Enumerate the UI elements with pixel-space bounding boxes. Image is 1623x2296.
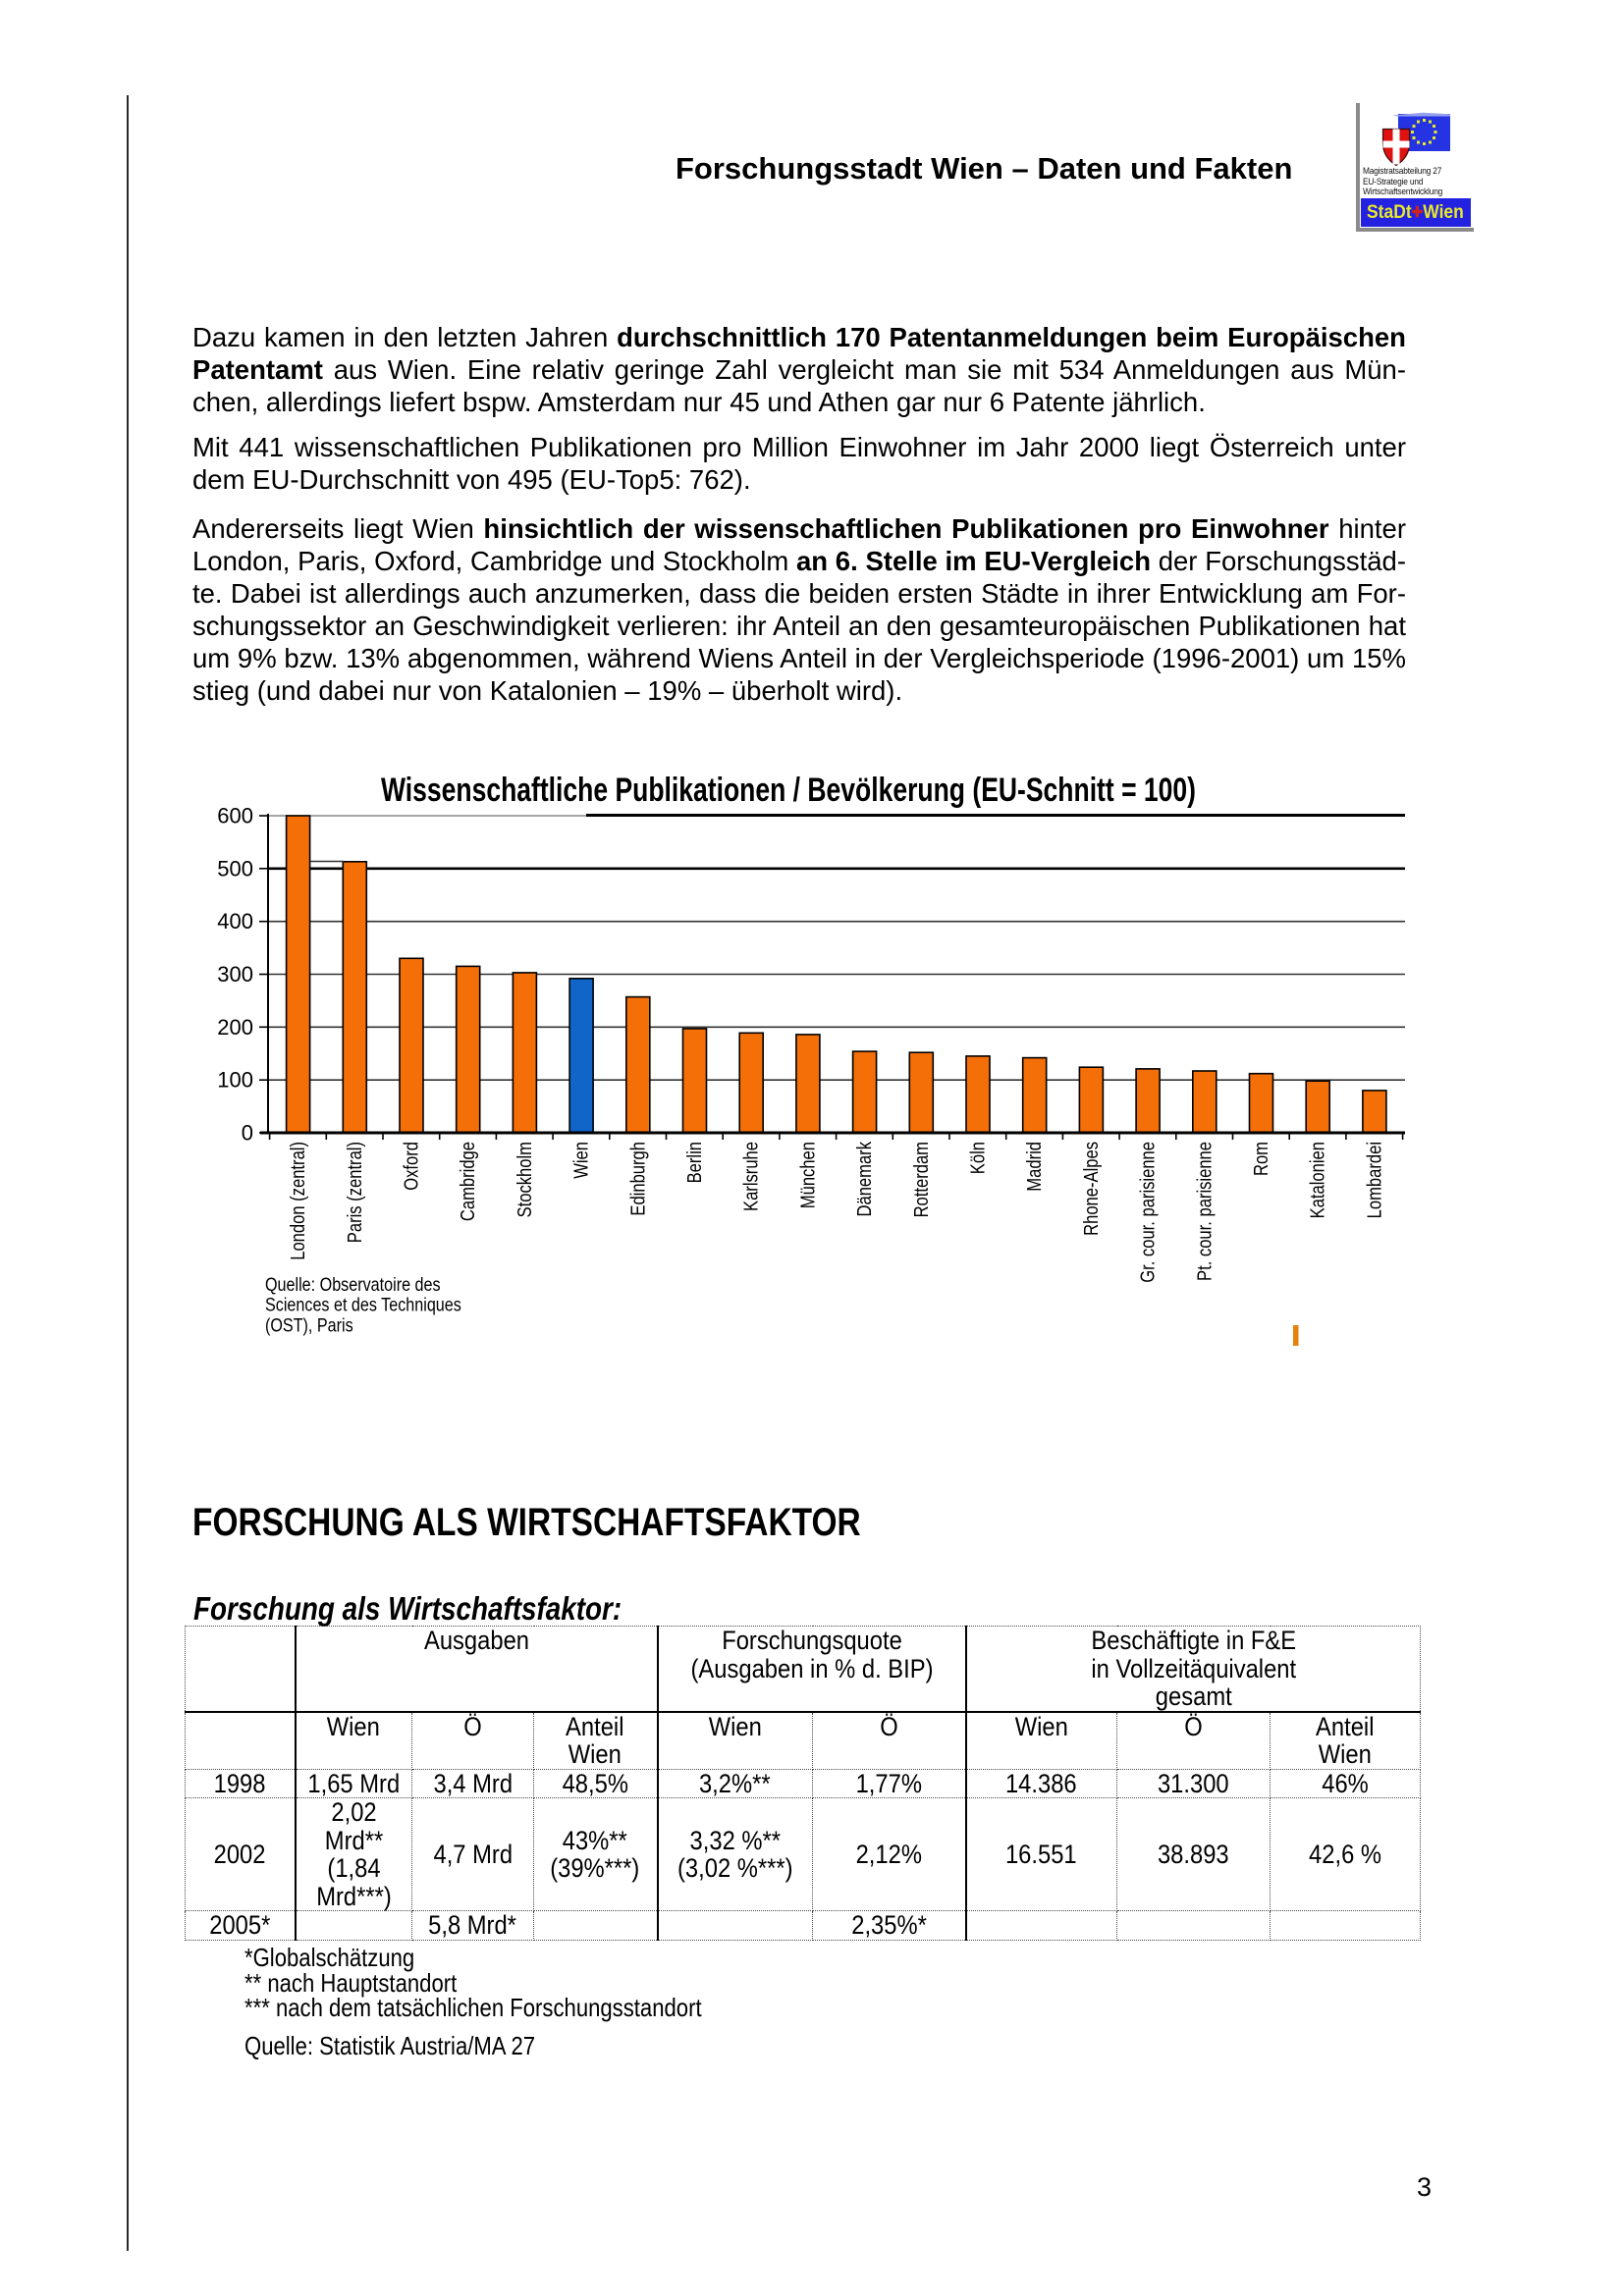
svg-text:0: 0	[242, 1121, 253, 1146]
svg-text:Edinburgh: Edinburgh	[626, 1142, 649, 1216]
svg-text:Dänemark: Dänemark	[853, 1141, 876, 1216]
svg-text:Stockholm: Stockholm	[513, 1142, 535, 1217]
svg-text:Madrid: Madrid	[1023, 1142, 1046, 1192]
svg-text:Rotterdam: Rotterdam	[909, 1142, 932, 1217]
svg-text:Rom: Rom	[1250, 1142, 1272, 1176]
svg-text:Karlsruhe: Karlsruhe	[739, 1142, 762, 1211]
svg-text:600: 600	[217, 804, 253, 828]
svg-text:Cambridge: Cambridge	[457, 1142, 479, 1221]
svg-text:Paris (zentral): Paris (zentral)	[343, 1142, 365, 1243]
svg-text:(OST), Paris: (OST), Paris	[265, 1314, 353, 1336]
svg-text:Quelle: Observatoire des: Quelle: Observatoire des	[265, 1274, 441, 1296]
svg-text:London (zentral): London (zentral)	[287, 1142, 309, 1260]
svg-text:Wien: Wien	[569, 1142, 592, 1179]
svg-text:400: 400	[217, 909, 253, 934]
svg-text:Gr. cour. parisienne: Gr. cour. parisienne	[1136, 1142, 1159, 1283]
svg-text:200: 200	[217, 1015, 253, 1040]
svg-text:Berlin: Berlin	[683, 1142, 706, 1183]
svg-text:Lombardei: Lombardei	[1363, 1142, 1385, 1218]
svg-text:Sciences et des Techniques: Sciences et des Techniques	[265, 1294, 461, 1315]
svg-text:Wissenschaftliche Publikatione: Wissenschaftliche Publikationen / Bevölk…	[381, 772, 1196, 809]
svg-text:Köln: Köln	[966, 1142, 989, 1174]
svg-text:Pt. cour. parisienne: Pt. cour. parisienne	[1193, 1142, 1216, 1281]
svg-text:Oxford: Oxford	[400, 1142, 422, 1191]
svg-text:Katalonien: Katalonien	[1306, 1142, 1328, 1218]
svg-text:500: 500	[217, 856, 253, 881]
svg-text:Rhone-Alpes: Rhone-Alpes	[1079, 1142, 1102, 1236]
svg-text:300: 300	[217, 962, 253, 987]
svg-text:100: 100	[217, 1068, 253, 1093]
svg-text:München: München	[796, 1142, 819, 1208]
